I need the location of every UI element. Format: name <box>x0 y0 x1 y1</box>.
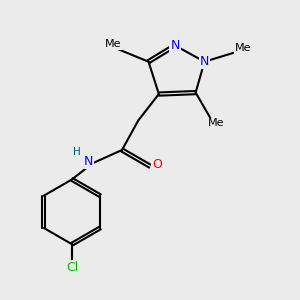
Text: Me: Me <box>235 44 251 53</box>
Text: H: H <box>73 147 80 157</box>
Text: Me: Me <box>208 118 224 128</box>
Text: Cl: Cl <box>66 261 78 274</box>
Text: N: N <box>83 155 93 168</box>
Text: Me: Me <box>105 39 122 49</box>
Text: N: N <box>200 55 209 68</box>
Text: O: O <box>152 158 162 171</box>
Text: N: N <box>170 39 180 52</box>
